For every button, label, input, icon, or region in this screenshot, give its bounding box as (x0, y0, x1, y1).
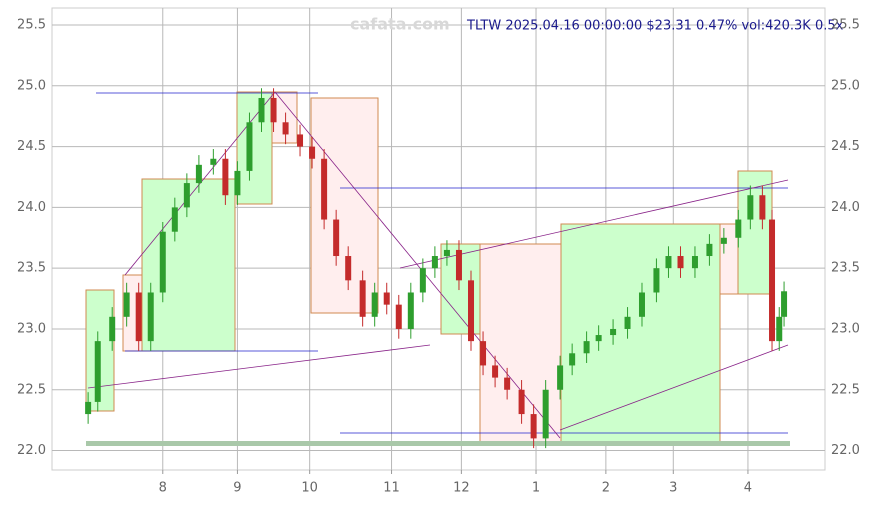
candle-body (234, 170, 241, 196)
candle-body (395, 304, 402, 329)
y-tick-label: 25.5 (17, 18, 46, 33)
candle-body (171, 207, 178, 232)
candle-body (443, 249, 450, 257)
candle-body (665, 256, 672, 269)
candle-body (677, 256, 684, 269)
x-tick-label: 1 (532, 481, 540, 496)
box (719, 223, 739, 295)
candle-body (735, 219, 742, 238)
volume-strip (86, 441, 790, 446)
y-tick-label: 25.0 (17, 78, 46, 93)
box (737, 170, 773, 295)
y-tick-label: 23.5 (17, 261, 46, 276)
candle-body (569, 353, 576, 366)
y-tick-label: 23.0 (17, 321, 46, 336)
candle-body (595, 335, 602, 342)
x-tick-label: 3 (669, 481, 677, 496)
trend-line (274, 91, 561, 439)
candle-body (638, 292, 645, 317)
candle-body (769, 219, 776, 342)
y-tick-label-right: 25.0 (831, 78, 860, 93)
y-tick-label: 22.5 (17, 382, 46, 397)
y-tick-label: 24.5 (17, 139, 46, 154)
box (141, 178, 236, 352)
candle-body (776, 316, 783, 342)
candle-body (706, 243, 713, 257)
x-tick-label: 10 (301, 481, 318, 496)
candle-body (109, 316, 116, 342)
x-tick-label: 4 (744, 481, 752, 496)
candle-body (297, 134, 304, 147)
candle-body (195, 164, 202, 184)
candle-body (504, 377, 511, 390)
candle-body (135, 292, 142, 342)
x-tick-label: 12 (453, 481, 470, 496)
trend-line (399, 179, 789, 269)
candle-body (431, 256, 438, 269)
candle-body (530, 414, 537, 439)
candle-body (468, 280, 475, 342)
x-tick-label: 9 (233, 481, 241, 496)
candle-body (383, 292, 390, 305)
candle-body (492, 365, 499, 378)
y-tick-label: 22.0 (17, 443, 46, 458)
candle-body (407, 292, 414, 329)
x-tick-label: 2 (602, 481, 610, 496)
candle-body (455, 249, 462, 281)
candle-body (94, 341, 101, 402)
candle-body (542, 389, 549, 439)
box (310, 97, 379, 314)
candle-body (147, 292, 154, 342)
y-tick-label-right: 23.5 (831, 261, 860, 276)
candle-body (557, 365, 564, 390)
candle-body (371, 292, 378, 317)
y-tick-label-right: 25.5 (831, 18, 860, 33)
candle-body (359, 280, 366, 317)
candle-body (720, 237, 727, 244)
plot-frame (51, 7, 826, 471)
candle-body (419, 268, 426, 293)
candle-body (258, 97, 265, 123)
x-tick-label: 8 (159, 481, 167, 496)
candle-body (759, 195, 766, 220)
candle-body (333, 219, 340, 257)
trend-line (87, 344, 431, 389)
candle-body (480, 341, 487, 366)
candle-body (747, 195, 754, 220)
trend-lines (87, 91, 789, 439)
candle-body (691, 256, 698, 269)
candle-body (222, 158, 229, 196)
candle-body (270, 97, 277, 123)
candle-body (183, 183, 190, 208)
candle-body (321, 158, 328, 220)
candle-body (123, 292, 130, 317)
y-tick-label-right: 22.0 (831, 443, 860, 458)
candle-body (653, 268, 660, 293)
candle-body (246, 122, 253, 171)
trend-line (559, 344, 789, 431)
y-tick-label: 24.0 (17, 200, 46, 215)
candle-body (345, 256, 352, 281)
candle-body (610, 328, 617, 336)
candle-body (309, 146, 316, 159)
watermark: cafata.com (350, 15, 450, 34)
candle-body (583, 341, 590, 354)
y-tick-label-right: 24.0 (831, 200, 860, 215)
candle-body (518, 389, 525, 415)
candle-body (210, 158, 217, 165)
box (236, 91, 273, 205)
candle-body (781, 291, 788, 317)
candle-body (85, 401, 92, 415)
x-tick-label: 11 (383, 481, 400, 496)
candle-body (159, 231, 166, 293)
y-tick-label-right: 22.5 (831, 382, 860, 397)
y-tick-label-right: 24.5 (831, 139, 860, 154)
y-tick-label-right: 23.0 (831, 321, 860, 336)
chart-title: TLTW 2025.04.16 00:00:00 $23.31 0.47% vo… (466, 19, 844, 34)
candle-body (282, 122, 289, 135)
candle-body (624, 316, 631, 329)
